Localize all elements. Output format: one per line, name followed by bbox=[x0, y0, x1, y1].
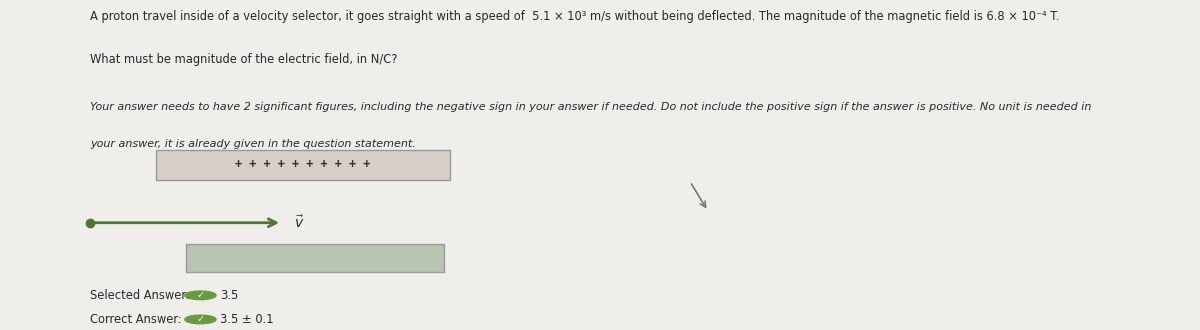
Text: Correct Answer:: Correct Answer: bbox=[90, 313, 181, 326]
Text: Selected Answer:: Selected Answer: bbox=[90, 289, 190, 302]
Text: ✓: ✓ bbox=[197, 290, 204, 300]
Text: + + + + + + + + + +: + + + + + + + + + + bbox=[235, 158, 371, 172]
Circle shape bbox=[185, 315, 216, 324]
Circle shape bbox=[185, 291, 216, 300]
Text: What must be magnitude of the electric field, in N/C?: What must be magnitude of the electric f… bbox=[90, 53, 397, 66]
Text: ✓: ✓ bbox=[197, 314, 204, 324]
Text: your answer, it is already given in the question statement.: your answer, it is already given in the … bbox=[90, 139, 415, 148]
FancyBboxPatch shape bbox=[186, 244, 444, 272]
Text: $\vec{v}$: $\vec{v}$ bbox=[294, 214, 305, 231]
Text: A proton travel inside of a velocity selector, it goes straight with a speed of : A proton travel inside of a velocity sel… bbox=[90, 10, 1060, 23]
FancyBboxPatch shape bbox=[156, 150, 450, 180]
Text: 3.5 ± 0.1: 3.5 ± 0.1 bbox=[220, 313, 274, 326]
Text: 3.5: 3.5 bbox=[220, 289, 238, 302]
Text: Your answer needs to have 2 significant figures, including the negative sign in : Your answer needs to have 2 significant … bbox=[90, 102, 1091, 112]
